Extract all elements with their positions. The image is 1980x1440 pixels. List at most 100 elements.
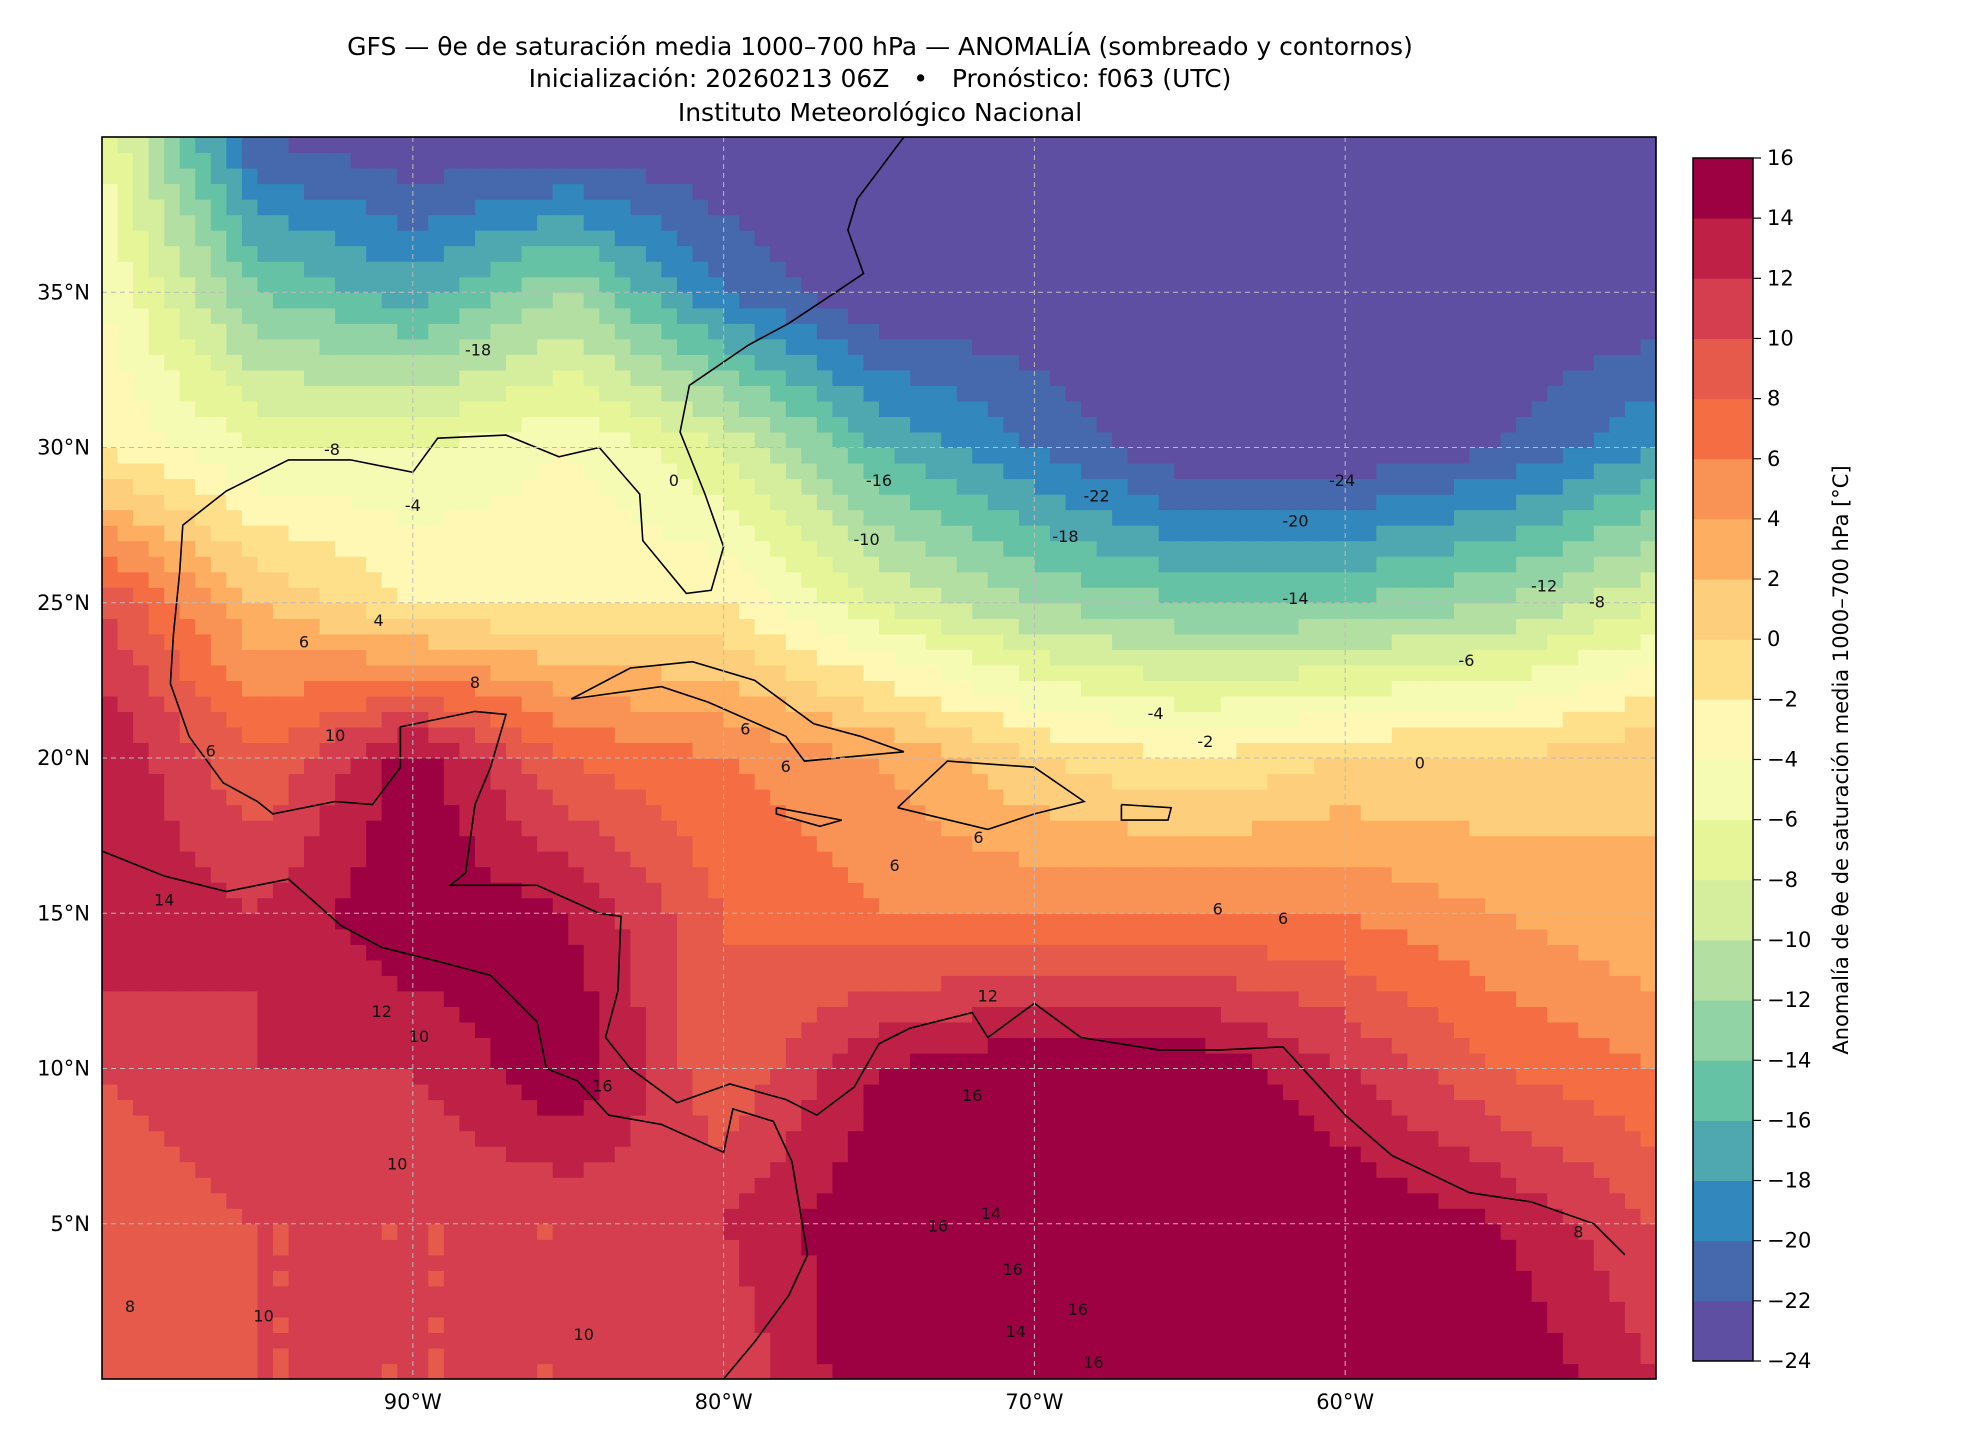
heatmap-cell [506,1068,523,1085]
heatmap-cell [1345,633,1362,650]
heatmap-cell [366,1192,383,1209]
heatmap-cell [1143,1130,1160,1147]
heatmap-cell [443,664,460,681]
heatmap-cell [941,711,958,728]
heatmap-cell [1531,913,1548,930]
heatmap-cell [1096,804,1113,821]
heatmap-cell [1391,602,1408,619]
heatmap-cell [490,773,507,790]
heatmap-cell [1252,664,1269,681]
heatmap-cell [117,1316,134,1333]
heatmap-cell [1158,1161,1175,1178]
heatmap-cell [677,1332,694,1349]
heatmap-cell [459,649,476,666]
heatmap-cell [1267,742,1284,759]
heatmap-cell [475,618,492,635]
heatmap-cell [972,680,989,697]
heatmap-cell [304,758,321,775]
heatmap-cell [863,959,880,976]
heatmap-cell [1283,851,1300,868]
heatmap-cell [521,1146,538,1163]
heatmap-cell [847,602,864,619]
heatmap-cell [1531,1208,1548,1225]
heatmap-cell [1065,1006,1082,1023]
heatmap-cell [832,804,849,821]
heatmap-cell [1578,975,1595,992]
heatmap-cell [1283,1146,1300,1163]
heatmap-cell [537,602,554,619]
heatmap-cell [1407,1006,1424,1023]
heatmap-cell [366,897,383,914]
heatmap-cell [1345,1084,1362,1101]
heatmap-cell [1422,1053,1439,1070]
heatmap-cell [164,664,181,681]
heatmap-cell [210,1084,227,1101]
heatmap-cell [133,913,150,930]
heatmap-cell [272,789,289,806]
heatmap-cell [241,1270,258,1287]
heatmap-cell [661,1270,678,1287]
heatmap-cell [490,1006,507,1023]
heatmap-cell [428,1332,445,1349]
heatmap-cell [972,789,989,806]
heatmap-cell [1267,1161,1284,1178]
heatmap-cell [661,897,678,914]
heatmap-cell [304,1177,321,1194]
heatmap-cell [1205,835,1222,852]
heatmap-cell [1562,990,1579,1007]
heatmap-cell [1205,789,1222,806]
heatmap-cell [397,726,414,743]
heatmap-cell [599,1068,616,1085]
heatmap-cell [1407,1037,1424,1054]
heatmap-cell [816,1348,833,1365]
heatmap-cell [335,990,352,1007]
heatmap-cell [1438,1223,1455,1240]
heatmap-cell [335,680,352,697]
heatmap-cell [102,758,119,775]
heatmap-cell [863,758,880,775]
heatmap-cell [1609,1223,1626,1240]
heatmap-cell [1158,633,1175,650]
heatmap-cell [1469,1332,1486,1349]
heatmap-cell [1143,1115,1160,1132]
heatmap-cell [816,695,833,712]
heatmap-cell [956,789,973,806]
heatmap-cell [956,944,973,961]
heatmap-cell [708,664,725,681]
heatmap-cell [1018,1239,1035,1256]
heatmap-cell [459,1348,476,1365]
heatmap-cell [490,1192,507,1209]
heatmap-cell [1065,820,1082,837]
heatmap-cell [506,1301,523,1318]
heatmap-cell [1391,990,1408,1007]
heatmap-cell [397,1006,414,1023]
heatmap-cell [195,990,212,1007]
heatmap-cell [692,1223,709,1240]
heatmap-cell [1562,804,1579,821]
heatmap-cell [210,664,227,681]
heatmap-cell [1454,1285,1471,1302]
heatmap-cell [102,1161,119,1178]
heatmap-cell [568,1084,585,1101]
heatmap-cell [117,1270,134,1287]
heatmap-cell [1034,851,1051,868]
heatmap-cell [1189,1037,1206,1054]
heatmap-cell [304,1115,321,1132]
heatmap-cell [1593,1192,1610,1209]
heatmap-cell [692,695,709,712]
heatmap-cell [1454,804,1471,821]
heatmap-cell [490,1208,507,1225]
heatmap-cell [117,804,134,821]
heatmap-cell [1485,1006,1502,1023]
heatmap-cell [1081,1177,1098,1194]
heatmap-cell [1500,1037,1517,1054]
heatmap-cell [847,804,864,821]
heatmap-cell [537,804,554,821]
heatmap-cell [925,602,942,619]
heatmap-cell [894,1053,911,1070]
heatmap-cell [1345,975,1362,992]
heatmap-cell [1314,1332,1331,1349]
heatmap-cell [1422,1316,1439,1333]
heatmap-cell [1624,944,1641,961]
heatmap-cell [319,711,336,728]
